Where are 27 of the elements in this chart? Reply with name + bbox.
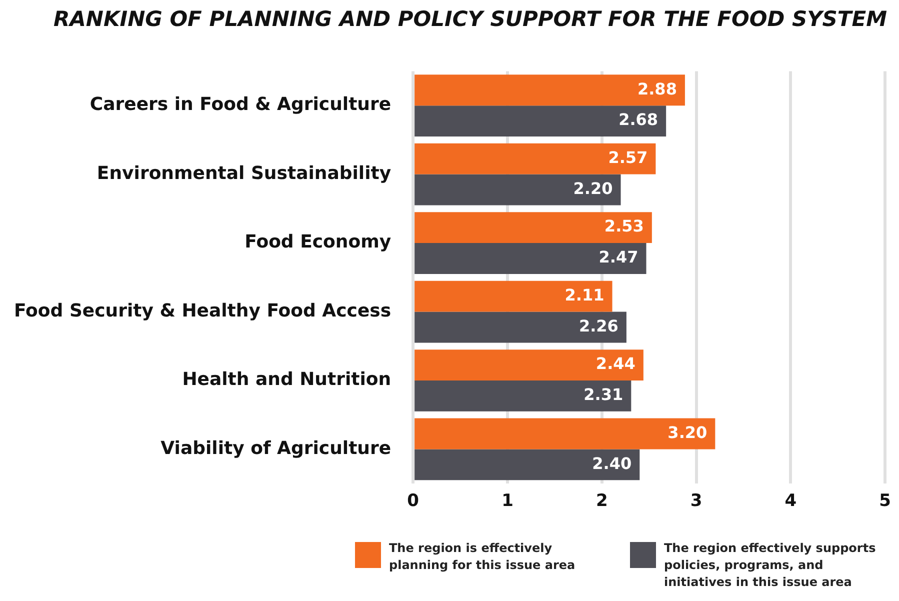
legend-label: The region effectively supports policies, programs, and initiatives in this issue area [664,540,877,591]
data-label: 2.88 [637,79,677,98]
data-label: 3.20 [668,422,708,442]
y-tick-label: Health and Nutrition [182,369,392,390]
data-label: 2.40 [592,454,632,473]
y-tick-label: Careers in Food & Agriculture [90,94,392,116]
x-tick-label: 4 [784,491,797,512]
legend-label: The region is effectively planning for this issue area [389,540,576,574]
data-label: 2.31 [584,385,624,404]
x-tick-label: 3 [690,491,702,512]
data-label: 2.20 [573,178,613,198]
data-label: 2.57 [608,148,648,167]
x-tick-label: 0 [407,491,420,512]
y-tick-label: Food Economy [244,232,392,253]
data-label: 2.44 [596,354,636,374]
x-tick-label: 5 [879,491,892,512]
data-label: 2.53 [604,216,644,236]
y-tick-label: Environmental Sustainability [96,162,392,184]
y-tick-label: Viability of Agriculture [160,438,392,459]
x-tick-label: 2 [596,491,608,512]
data-label: 2.26 [578,316,618,336]
data-label: 2.68 [618,110,658,130]
x-tick-label: 1 [502,491,514,512]
data-label: 2.11 [564,285,604,304]
y-tick-label: Food Security & Healthy Food Access [14,300,392,322]
data-label: 2.47 [598,248,638,267]
chart-title: RANKING OF PLANNING AND POLICY SUPPORT FOR THE FOOD SYSTEM [54,7,888,32]
